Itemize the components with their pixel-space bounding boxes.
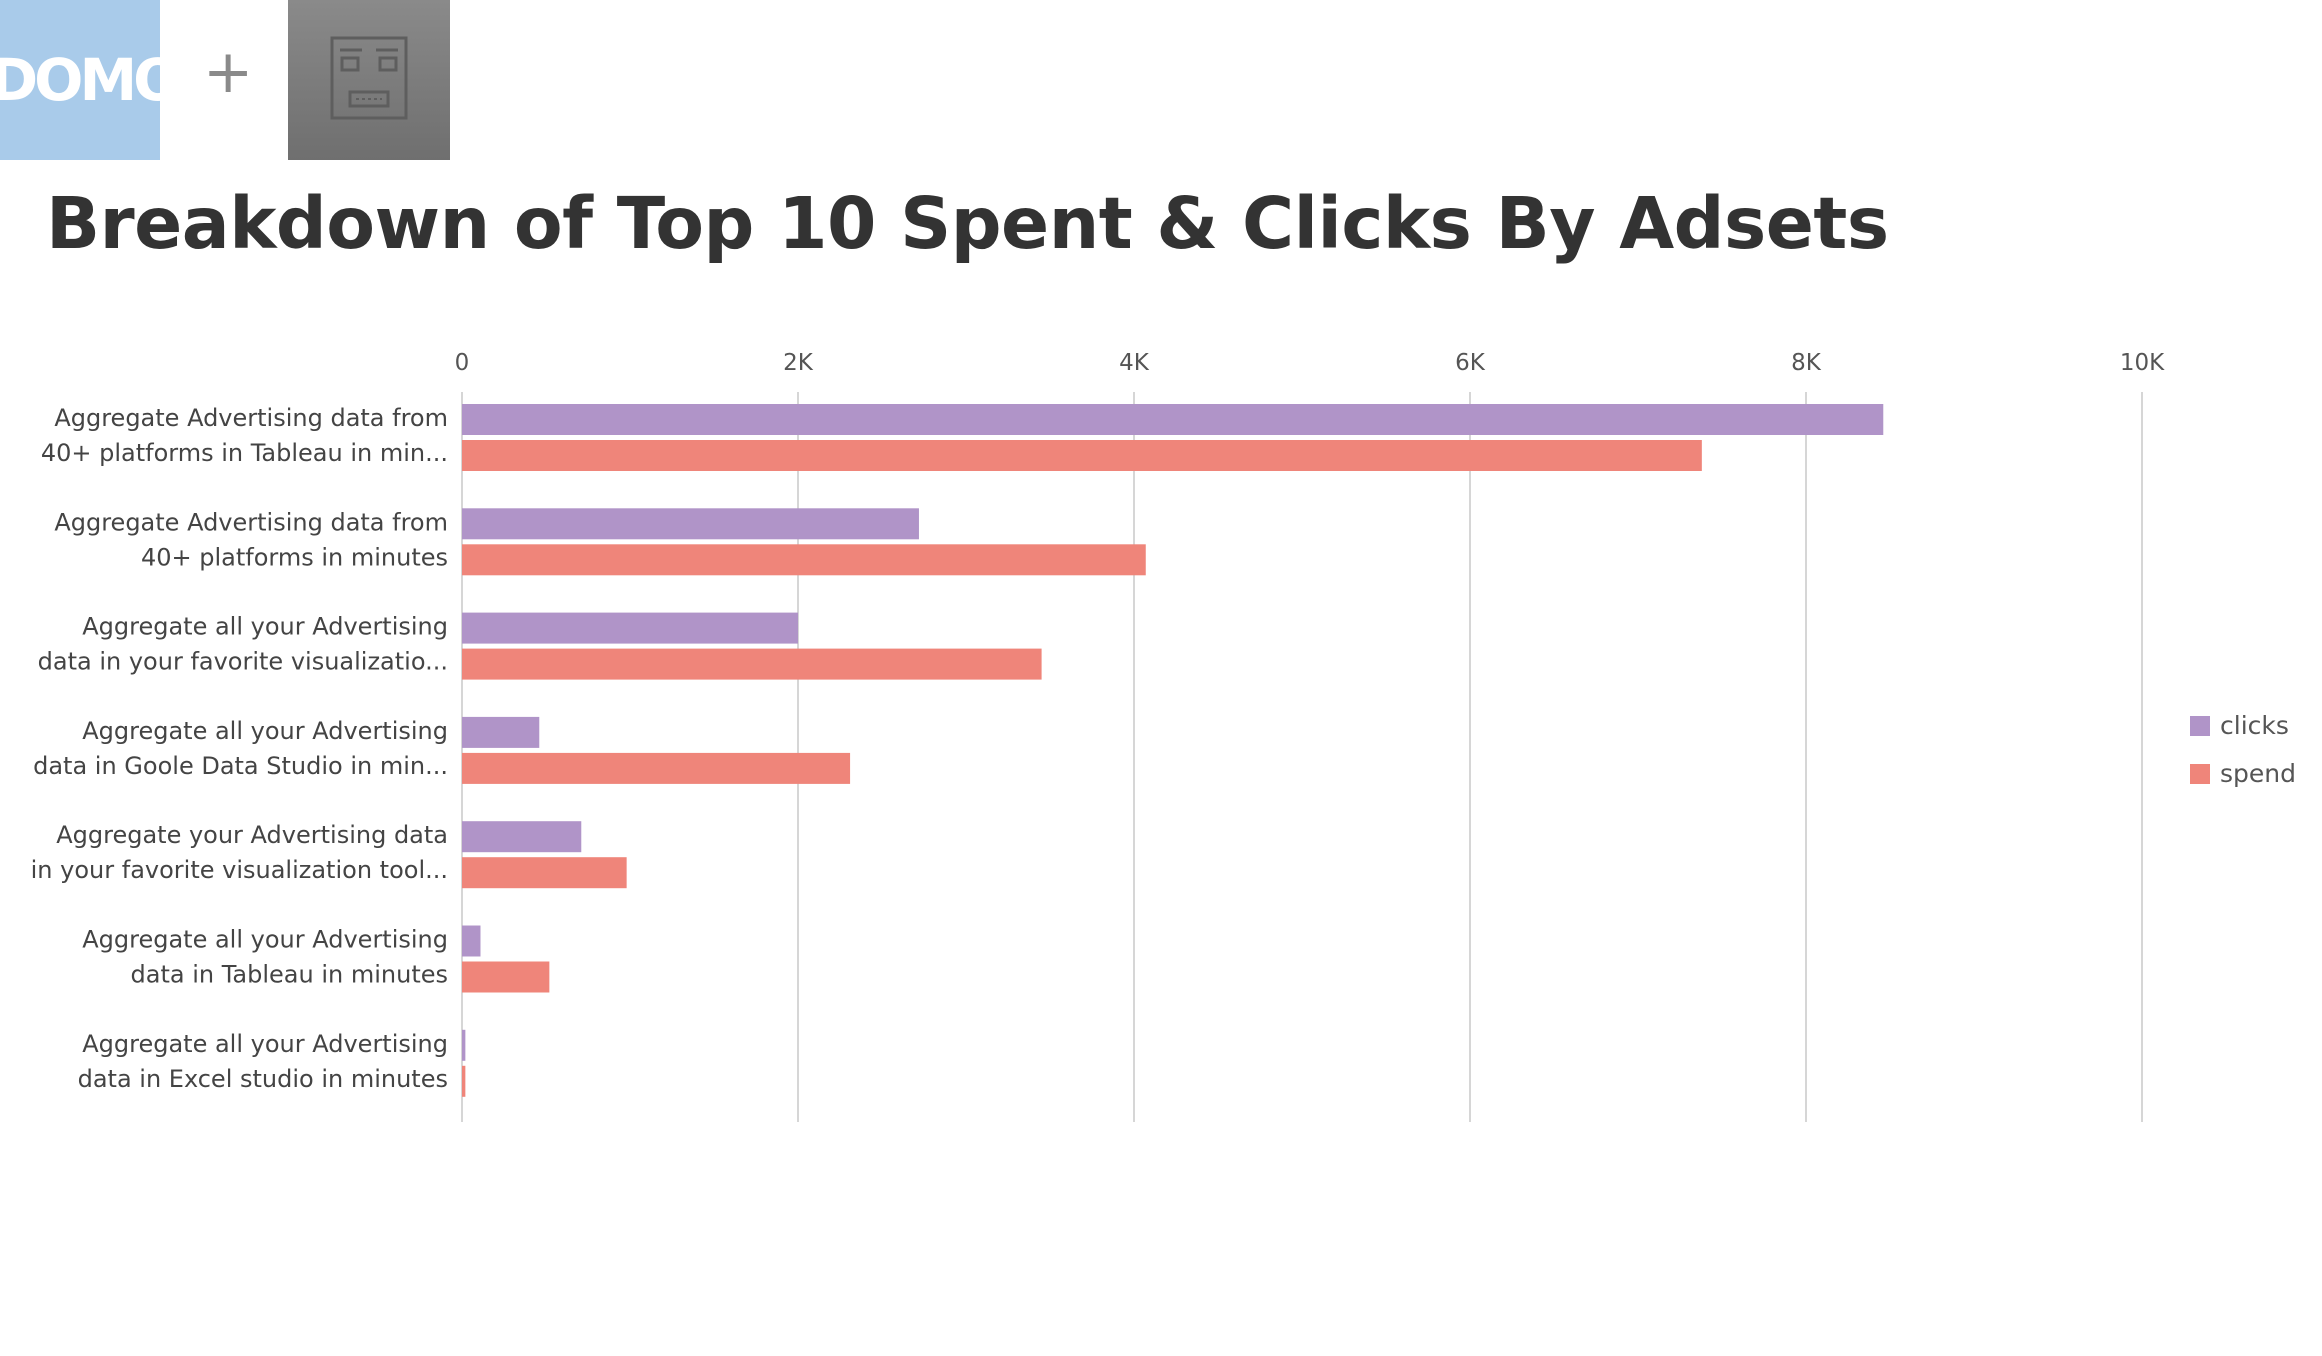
- x-tick-label: 0: [455, 350, 470, 376]
- category-label: Aggregate all your Advertising data in Go…: [33, 717, 448, 780]
- bar-spend: [462, 857, 627, 889]
- bars: [462, 404, 1884, 1097]
- robot-face-icon: [288, 0, 450, 160]
- bar-spend: [462, 544, 1146, 576]
- category-label: Aggregate all your Advertising data in yo…: [38, 613, 448, 676]
- header: DOMO +: [0, 0, 2322, 160]
- bar-clicks: [462, 508, 919, 540]
- bar-spend: [462, 440, 1702, 471]
- category-label: Aggregate Advertising data from 40+ platf…: [41, 404, 448, 467]
- bar-clicks: [462, 404, 1884, 435]
- category-label: Aggregate your Advertising data in your f…: [31, 821, 448, 884]
- x-tick-label: 2K: [783, 350, 814, 376]
- legend-label-spend: spend: [2220, 759, 2296, 788]
- bar-spend: [462, 752, 851, 784]
- bar-spend: [462, 648, 1042, 680]
- category-labels: Aggregate Advertising data from 40+ platf…: [31, 404, 448, 1093]
- legend-label-clicks: clicks: [2220, 711, 2289, 740]
- plus-sign: +: [203, 37, 254, 107]
- category-label: Aggregate all your Advertising data in Ta…: [82, 926, 448, 989]
- x-tick-label: 6K: [1455, 350, 1486, 376]
- legend: clicks spend: [2190, 711, 2296, 788]
- bar-spend: [462, 1065, 466, 1097]
- bar-clicks: [462, 612, 798, 644]
- domo-logo: DOMO: [0, 0, 160, 160]
- bar-clicks: [462, 1029, 466, 1061]
- x-tick-label: 8K: [1791, 350, 1822, 376]
- bar-clicks: [462, 716, 540, 748]
- bar-clicks: [462, 821, 582, 853]
- category-label: Aggregate Advertising data from 40+ platf…: [54, 508, 448, 571]
- chart-title: Breakdown of Top 10 Spent & Clicks By Ad…: [46, 182, 1889, 265]
- x-tick-label: 10K: [2120, 350, 2165, 376]
- x-axis-ticks: 0 2K 4K 6K 8K 10K: [455, 350, 2165, 376]
- legend-swatch-spend: [2190, 764, 2210, 784]
- x-tick-label: 4K: [1119, 350, 1150, 376]
- category-label: Aggregate all your Advertising data in Ex…: [78, 1030, 448, 1093]
- bar-clicks: [462, 925, 481, 957]
- legend-swatch-clicks: [2190, 716, 2210, 736]
- bar-spend: [462, 961, 550, 993]
